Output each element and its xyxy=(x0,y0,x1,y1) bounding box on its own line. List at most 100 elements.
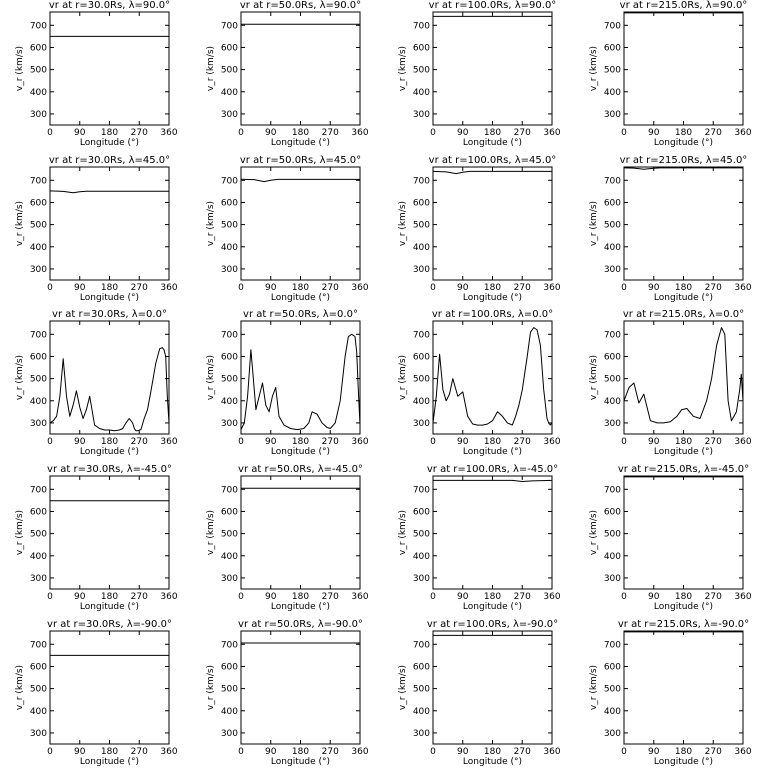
plot-frame xyxy=(49,475,170,590)
x-tick-label: 270 xyxy=(131,747,148,757)
y-tick-label: 500 xyxy=(221,221,238,231)
y-tick-label: 300 xyxy=(221,265,238,275)
x-tick-label: 270 xyxy=(322,747,339,757)
panel-4-4: vr at r=215.0Rs, λ=-45.0° 0 90 180 270 360 300… xyxy=(589,464,752,612)
x-axis-label: Longitude (°) xyxy=(271,138,330,148)
y-tick-label: 700 xyxy=(604,640,621,650)
plot-frame xyxy=(49,166,170,281)
panel-1-2: vr at r=50.0Rs, λ=90.0° 0 90 180 270 360 300 40… xyxy=(206,0,369,148)
x-tick-label: 90 xyxy=(648,747,660,757)
x-tick-label: 90 xyxy=(74,128,86,138)
panel-3-1: vr at r=30.0Rs, λ=0.0° 0 90 180 270 360 300 400… xyxy=(15,309,178,457)
x-tick-label: 270 xyxy=(705,437,722,447)
x-tick-label: 90 xyxy=(457,283,469,293)
y-tick-label: 500 xyxy=(413,221,430,231)
y-axis-label: v_r (km/s) xyxy=(206,46,216,91)
plot-frame xyxy=(49,11,170,126)
plot-frame xyxy=(432,630,553,745)
x-tick-label: 0 xyxy=(621,283,627,293)
x-tick-label: 0 xyxy=(430,747,436,757)
x-axis-label: Longitude (°) xyxy=(271,757,330,767)
y-tick-label: 700 xyxy=(413,640,430,650)
x-tick-label: 270 xyxy=(514,747,531,757)
y-tick-label: 700 xyxy=(221,330,238,340)
x-tick-label: 360 xyxy=(160,437,177,447)
x-tick-label: 360 xyxy=(734,747,751,757)
y-tick-label: 400 xyxy=(221,243,238,253)
y-axis-label: v_r (km/s) xyxy=(206,201,216,246)
x-tick-label: 270 xyxy=(131,128,148,138)
x-tick-label: 90 xyxy=(74,592,86,602)
x-tick-label: 360 xyxy=(160,283,177,293)
y-axis-label: v_r (km/s) xyxy=(15,46,25,91)
panel-5-1: vr at r=30.0Rs, λ=-90.0° 0 90 180 270 360 300 4… xyxy=(15,619,178,767)
panel-title: vr at r=30.0Rs, λ=90.0° xyxy=(49,0,170,11)
x-tick-label: 180 xyxy=(101,128,118,138)
y-tick-label: 300 xyxy=(221,729,238,739)
x-tick-label: 0 xyxy=(621,437,627,447)
x-tick-label: 180 xyxy=(675,747,692,757)
x-tick-label: 0 xyxy=(238,747,244,757)
y-tick-label: 700 xyxy=(604,176,621,186)
y-tick-label: 400 xyxy=(413,397,430,407)
x-tick-label: 360 xyxy=(351,747,368,757)
x-axis-label: Longitude (°) xyxy=(463,447,522,457)
y-axis-label: v_r (km/s) xyxy=(589,665,599,710)
x-tick-label: 0 xyxy=(47,283,53,293)
x-tick-label: 90 xyxy=(457,592,469,602)
panel-title: vr at r=100.0Rs, λ=90.0° xyxy=(429,0,557,11)
y-tick-label: 300 xyxy=(221,574,238,584)
y-tick-label: 400 xyxy=(413,243,430,253)
y-tick-label: 600 xyxy=(413,198,430,208)
x-tick-label: 180 xyxy=(484,747,501,757)
panel-4-3: vr at r=100.0Rs, λ=-45.0° 0 90 180 270 360 300… xyxy=(398,464,561,612)
y-tick-label: 400 xyxy=(413,552,430,562)
y-axis-label: v_r (km/s) xyxy=(398,46,408,91)
x-tick-label: 0 xyxy=(621,128,627,138)
x-tick-label: 90 xyxy=(265,437,277,447)
x-tick-label: 0 xyxy=(47,592,53,602)
y-tick-label: 400 xyxy=(30,397,47,407)
x-tick-label: 180 xyxy=(484,128,501,138)
x-tick-label: 270 xyxy=(705,592,722,602)
data-line xyxy=(49,190,169,194)
x-tick-label: 180 xyxy=(292,283,309,293)
x-tick-label: 270 xyxy=(131,283,148,293)
y-tick-label: 500 xyxy=(413,66,430,76)
y-tick-label: 400 xyxy=(221,88,238,98)
x-tick-label: 270 xyxy=(322,592,339,602)
x-tick-label: 180 xyxy=(675,283,692,293)
x-tick-label: 360 xyxy=(543,747,560,757)
x-tick-label: 270 xyxy=(322,283,339,293)
y-tick-label: 500 xyxy=(413,685,430,695)
panel-4-1: vr at r=30.0Rs, λ=-45.0° 0 90 180 270 360 300 4… xyxy=(15,464,178,612)
y-axis-label: v_r (km/s) xyxy=(398,201,408,246)
y-tick-label: 600 xyxy=(413,43,430,53)
panel-title: vr at r=50.0Rs, λ=0.0° xyxy=(243,309,358,320)
panel-title: vr at r=30.0Rs, λ=0.0° xyxy=(52,309,167,320)
x-tick-label: 90 xyxy=(265,283,277,293)
x-tick-label: 360 xyxy=(734,283,751,293)
panel-5-2: vr at r=50.0Rs, λ=-90.0° 0 90 180 270 360 300 4… xyxy=(206,619,369,767)
y-tick-label: 400 xyxy=(30,88,47,98)
x-tick-label: 90 xyxy=(265,747,277,757)
x-tick-label: 90 xyxy=(457,437,469,447)
y-tick-label: 500 xyxy=(604,66,621,76)
x-tick-label: 360 xyxy=(734,128,751,138)
y-tick-label: 400 xyxy=(30,243,47,253)
y-tick-label: 700 xyxy=(30,21,47,31)
x-tick-label: 180 xyxy=(101,283,118,293)
y-tick-label: 500 xyxy=(30,530,47,540)
y-tick-label: 700 xyxy=(30,485,47,495)
panel-2-1: vr at r=30.0Rs, λ=45.0° 0 90 180 270 360 300 40… xyxy=(15,155,178,303)
y-tick-label: 400 xyxy=(604,552,621,562)
y-tick-label: 700 xyxy=(221,176,238,186)
x-axis-label: Longitude (°) xyxy=(271,293,330,303)
y-tick-label: 500 xyxy=(413,530,430,540)
x-tick-label: 270 xyxy=(322,437,339,447)
panel-title: vr at r=30.0Rs, λ=45.0° xyxy=(49,155,170,166)
y-tick-label: 300 xyxy=(30,574,47,584)
y-tick-label: 700 xyxy=(604,330,621,340)
x-tick-label: 90 xyxy=(648,283,660,293)
y-tick-label: 700 xyxy=(221,640,238,650)
